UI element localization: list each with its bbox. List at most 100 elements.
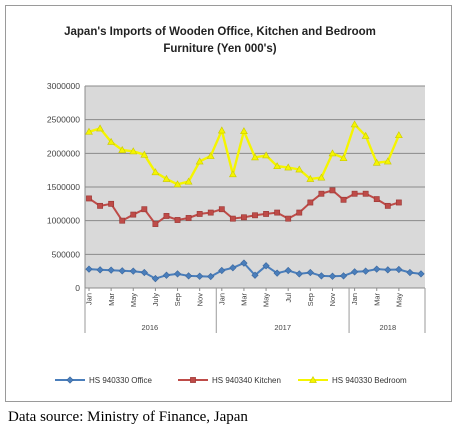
data-point — [274, 209, 281, 216]
data-point — [329, 187, 336, 194]
legend-marker — [66, 376, 74, 384]
data-point — [318, 190, 325, 197]
data-point — [240, 127, 248, 135]
y-tick-label: 0 — [75, 283, 80, 293]
series-1 — [86, 187, 402, 227]
x-axis-ticks: Jan Mar May July Sep Nov Jan Mar May Jul Sep Nov Jan… — [85, 288, 403, 307]
x-tick-label: Jan — [217, 293, 226, 305]
data-point — [339, 154, 348, 161]
y-tick-label: 500000 — [52, 249, 81, 259]
y-tick-label: 2000000 — [47, 148, 80, 158]
legend-label: HS 940330 Office — [89, 376, 153, 385]
data-point — [119, 217, 126, 224]
data-point — [140, 268, 148, 277]
year-label: 2016 — [142, 323, 159, 332]
data-point — [107, 137, 116, 145]
data-point — [196, 272, 204, 280]
data-point — [384, 202, 391, 209]
data-point — [340, 196, 347, 203]
data-point — [184, 177, 193, 185]
data-point — [395, 199, 402, 206]
x-tick-label: Jan — [85, 293, 94, 305]
data-point — [328, 149, 337, 157]
y-tick-label: 3000000 — [47, 81, 80, 91]
data-source-caption: Data source: Ministry of Finance, Japan — [8, 409, 248, 425]
data-point — [162, 174, 171, 182]
data-point — [406, 268, 414, 277]
y-axis-ticks: 0 500000 1000000 1500000 2000000 2500000 30000… — [47, 81, 80, 293]
data-point — [207, 209, 214, 216]
data-point — [350, 120, 359, 128]
data-point — [217, 126, 226, 134]
data-point — [96, 124, 104, 132]
data-point — [207, 272, 215, 281]
data-point — [285, 215, 292, 222]
data-point — [296, 209, 303, 216]
data-point — [240, 259, 248, 267]
data-point — [107, 266, 115, 274]
data-point — [196, 211, 203, 217]
data-point — [140, 150, 149, 158]
data-point — [118, 145, 127, 153]
x-tick-label: Mar — [107, 293, 116, 306]
data-point — [152, 221, 159, 227]
chart-title-line-2: Furniture (Yen 000's) — [163, 43, 276, 55]
data-point — [229, 215, 236, 222]
y-tick-label: 1000000 — [47, 216, 80, 226]
x-tick-label: Jan — [350, 293, 359, 305]
data-point — [394, 131, 403, 139]
x-tick-label: Mar — [240, 293, 249, 306]
data-point — [130, 211, 137, 218]
data-point — [307, 199, 314, 206]
data-point — [383, 157, 392, 165]
data-point — [317, 272, 326, 280]
data-point — [262, 151, 270, 159]
y-tick-label: 1500000 — [47, 182, 80, 192]
data-point — [262, 262, 270, 270]
y-tick-label: 2500000 — [47, 115, 80, 125]
legend-item-2: HS 940330 Bedroom — [298, 375, 407, 385]
data-point — [263, 211, 269, 217]
data-point — [284, 266, 292, 275]
data-point — [97, 202, 103, 209]
data-point — [118, 267, 126, 275]
data-point — [185, 215, 192, 221]
series-2 — [85, 120, 403, 188]
x-tick-label: Mar — [372, 293, 381, 306]
data-point — [174, 217, 181, 223]
legend-marker — [309, 375, 317, 383]
x-tick-label: Nov — [328, 293, 337, 307]
year-labels: 2016 2017 2018 — [84, 288, 426, 333]
data-point — [85, 265, 93, 273]
data-point — [417, 270, 425, 278]
data-point — [373, 196, 380, 203]
data-point — [373, 265, 381, 273]
data-point — [184, 272, 193, 280]
data-point — [328, 272, 337, 280]
data-point — [306, 268, 314, 277]
data-point — [173, 180, 182, 188]
series-0 — [85, 259, 425, 283]
data-point — [151, 274, 160, 283]
year-label: 2018 — [379, 323, 396, 332]
data-point — [228, 170, 237, 178]
x-tick-label: Nov — [195, 293, 204, 307]
data-point — [163, 213, 170, 219]
data-point — [306, 174, 315, 182]
data-point — [362, 190, 369, 197]
year-label: 2017 — [274, 323, 291, 332]
data-point — [317, 173, 326, 181]
data-point — [339, 272, 348, 280]
data-point — [295, 165, 304, 173]
data-point — [241, 214, 247, 221]
data-point — [372, 158, 381, 166]
data-point — [351, 190, 358, 197]
gridlines — [84, 85, 425, 289]
data-point — [295, 270, 303, 278]
legend-item-1: HS 940340 Kitchen — [178, 376, 281, 385]
legend-label: HS 940340 Kitchen — [212, 376, 281, 385]
x-tick-label: July — [151, 293, 160, 307]
data-point — [362, 267, 370, 275]
data-point — [129, 147, 138, 155]
data-point — [251, 271, 259, 279]
